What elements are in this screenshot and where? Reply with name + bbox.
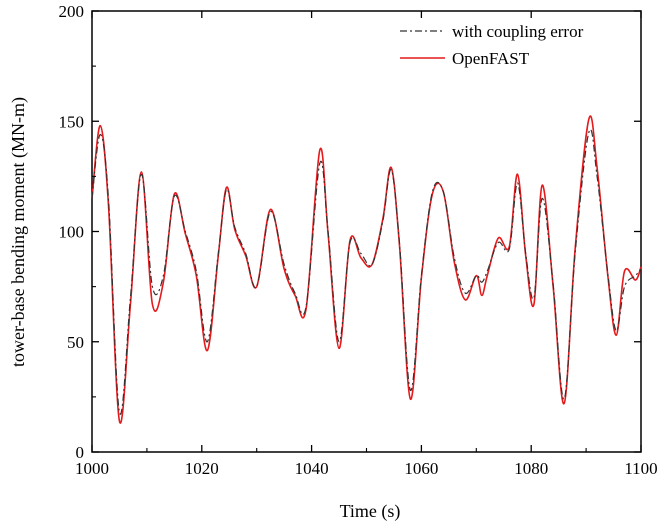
x-tick-label: 1040 xyxy=(295,459,329,478)
x-tick-label: 1020 xyxy=(185,459,219,478)
y-tick-label: 200 xyxy=(59,2,85,21)
x-tick-label: 1080 xyxy=(514,459,548,478)
y-tick-label: 50 xyxy=(67,333,84,352)
y-tick-label: 100 xyxy=(59,223,85,242)
legend: with coupling error OpenFAST xyxy=(400,22,584,68)
x-tick-label: 1100 xyxy=(624,459,657,478)
y-axis-title: tower-base bending moment (MN-m) xyxy=(8,97,29,367)
x-tick-label: 1060 xyxy=(404,459,438,478)
line-chart: 1000 1020 1040 1060 1080 1100050100150200 Tim… xyxy=(0,0,667,529)
y-tick-label: 0 xyxy=(76,443,85,462)
y-tick-label: 150 xyxy=(59,112,85,131)
legend-label: OpenFAST xyxy=(452,49,530,68)
x-axis-title: Time (s) xyxy=(340,501,401,522)
plot-frame xyxy=(92,11,641,452)
legend-label: with coupling error xyxy=(452,22,584,41)
axis-ticks xyxy=(92,11,641,452)
series-group xyxy=(92,116,641,423)
plot-border xyxy=(92,11,641,452)
series-line-openfast xyxy=(92,116,641,423)
